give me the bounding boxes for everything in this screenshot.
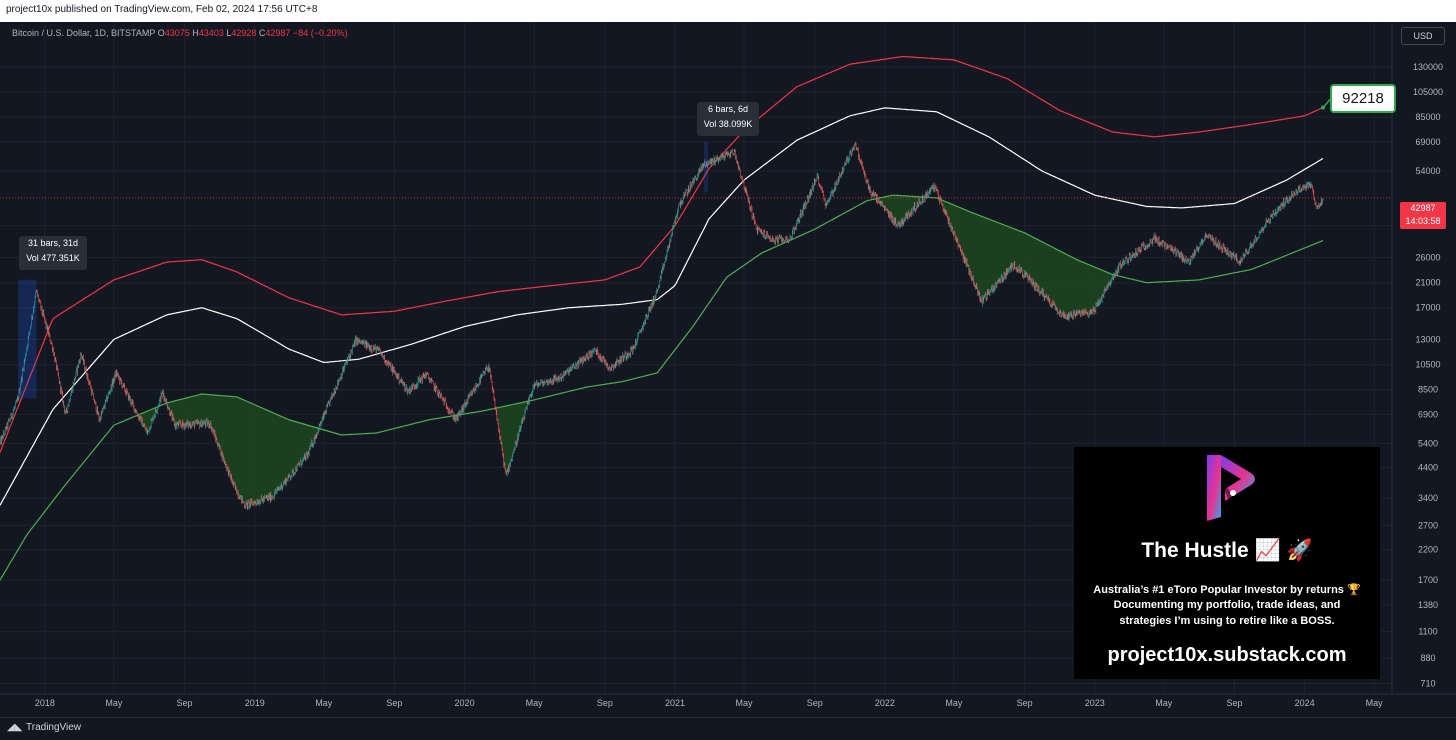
time-tick-label: May bbox=[1366, 698, 1384, 708]
price-tick-label: 1100 bbox=[1418, 627, 1437, 637]
upper-band-line bbox=[0, 56, 1324, 453]
low-label: L bbox=[226, 28, 232, 38]
price-axis-background bbox=[1392, 22, 1456, 717]
price-tick-label: 4400 bbox=[1418, 463, 1438, 473]
currency-button[interactable]: USD bbox=[1401, 27, 1445, 45]
price-tick-label: 8500 bbox=[1418, 385, 1438, 395]
price-tick-label: 710 bbox=[1420, 679, 1435, 689]
candles bbox=[0, 141, 1324, 510]
tooltip-range-1: 31 bars, 31d Vol 477.351K bbox=[19, 236, 87, 270]
price-tick-label: 54000 bbox=[1415, 166, 1440, 176]
price-tick-label: 26000 bbox=[1415, 252, 1440, 262]
target-point bbox=[1321, 105, 1326, 110]
price-tick-label: 85000 bbox=[1415, 112, 1440, 122]
time-axis: 2018 May Sep 2019 May Sep 2020 May Sep 2021 May Sep… bbox=[0, 693, 1456, 708]
price-tick-label: 10500 bbox=[1415, 360, 1440, 370]
time-tick-label: 2019 bbox=[245, 698, 265, 708]
time-tick-label: 2020 bbox=[455, 698, 475, 708]
footer-bar: ◢◣ TradingView bbox=[0, 717, 1456, 740]
published-text: project10x published on TradingView.com,… bbox=[6, 4, 318, 15]
price-tick-label: 1700 bbox=[1418, 575, 1438, 585]
price-tick-label: 130000 bbox=[1413, 62, 1443, 72]
close-value: 42987 bbox=[265, 28, 291, 38]
price-chart[interactable]: 710 880 1100 1380 1700 2200 2700 3400 4400 5400 69… bbox=[0, 22, 1456, 717]
promo-line-1: Australia’s #1 eToro Popular Investor by… bbox=[1093, 584, 1361, 596]
high-value: 43403 bbox=[198, 28, 224, 38]
lower-band-line bbox=[0, 194, 1324, 581]
promo-banner: The Hustle 📈 🚀 Australia’s #1 eToro Popu… bbox=[1074, 447, 1380, 679]
promo-url[interactable]: project10x.substack.com bbox=[1107, 644, 1347, 666]
price-tick-label: 13000 bbox=[1415, 334, 1440, 344]
time-tick-label: 2024 bbox=[1295, 698, 1315, 708]
time-tick-label: May bbox=[945, 698, 963, 708]
bands bbox=[0, 56, 1324, 581]
hustle-logo-icon bbox=[1207, 455, 1255, 521]
open-label: O bbox=[157, 28, 165, 38]
promo-line-2: Documenting my portfolio, trade ideas, a… bbox=[1113, 599, 1341, 611]
time-tick-label: Sep bbox=[1226, 698, 1242, 708]
open-value: 43075 bbox=[164, 28, 190, 38]
last-price-badge: 42987 14:03:58 bbox=[1400, 202, 1446, 229]
symbol-legend: Bitcoin / U.S. Dollar, 1D, BITSTAMP O430… bbox=[12, 28, 348, 38]
last-price: 42987 bbox=[1410, 203, 1436, 213]
tradingview-brand: TradingView bbox=[26, 722, 82, 733]
tooltip-bars: 6 bars, 6d bbox=[707, 104, 749, 114]
time-tick-label: May bbox=[736, 698, 754, 708]
change-value: −84 (−0.20%) bbox=[292, 28, 348, 38]
time-tick-label: 2018 bbox=[35, 698, 55, 708]
time-tick-label: May bbox=[105, 698, 123, 708]
published-header: project10x published on TradingView.com,… bbox=[0, 0, 1456, 22]
middle-band-line bbox=[0, 107, 1324, 506]
high-label: H bbox=[192, 28, 199, 38]
time-tick-label: 2022 bbox=[875, 698, 895, 708]
selected-range-highlight bbox=[18, 279, 37, 399]
price-tick-label: 880 bbox=[1420, 653, 1435, 663]
overlays bbox=[0, 87, 1392, 399]
time-tick-label: May bbox=[315, 698, 333, 708]
time-tick-label: 2023 bbox=[1085, 698, 1105, 708]
time-tick-label: Sep bbox=[597, 698, 613, 708]
below-band-fill bbox=[877, 195, 924, 226]
price-tick-label: 17000 bbox=[1415, 303, 1440, 313]
promo-title: The Hustle 📈 🚀 bbox=[1141, 539, 1313, 562]
symbol-name: Bitcoin / U.S. Dollar, 1D, BITSTAMP bbox=[12, 28, 156, 38]
price-tick-label: 21000 bbox=[1415, 278, 1440, 288]
price-tick-label: 105000 bbox=[1413, 87, 1443, 97]
tradingview-logo-icon: ◢◣ bbox=[7, 722, 23, 733]
tooltip-volume: Vol 477.351K bbox=[26, 253, 80, 263]
selected-range-highlight bbox=[704, 141, 709, 193]
band-fills bbox=[138, 195, 1115, 506]
time-tick-label: May bbox=[526, 698, 544, 708]
below-band-fill bbox=[940, 199, 1115, 317]
tooltip-volume: Vol 38.099K bbox=[703, 119, 753, 129]
tooltip-bars: 31 bars, 31d bbox=[27, 238, 79, 248]
price-tick-label: 5400 bbox=[1418, 438, 1438, 448]
price-tick-label: 1380 bbox=[1418, 600, 1438, 610]
tooltip-range-2: 6 bars, 6d Vol 38.099K bbox=[697, 102, 759, 136]
below-band-fill bbox=[166, 394, 319, 506]
bar-countdown: 14:03:58 bbox=[1405, 216, 1441, 226]
low-value: 42928 bbox=[231, 28, 257, 38]
time-tick-label: 2021 bbox=[665, 698, 685, 708]
price-tick-label: 2700 bbox=[1418, 520, 1438, 530]
time-tick-label: May bbox=[1155, 698, 1173, 708]
price-tick-label: 69000 bbox=[1415, 137, 1440, 147]
time-tick-label: Sep bbox=[1017, 698, 1033, 708]
price-tick-label: 3400 bbox=[1418, 493, 1438, 503]
price-axis: 710 880 1100 1380 1700 2200 2700 3400 4400 5400 69… bbox=[1391, 22, 1456, 717]
promo-line-3: strategies I’m using to retire like a BO… bbox=[1119, 615, 1335, 627]
price-tick-label: 6900 bbox=[1418, 409, 1438, 419]
time-tick-label: Sep bbox=[807, 698, 823, 708]
chart-area[interactable]: 710 880 1100 1380 1700 2200 2700 3400 4400 5400 69… bbox=[0, 22, 1456, 717]
time-tick-label: Sep bbox=[177, 698, 193, 708]
close-label: C bbox=[258, 28, 266, 38]
time-tick-label: Sep bbox=[386, 698, 402, 708]
price-tick-label: 2200 bbox=[1418, 545, 1438, 555]
target-price-label: 92218 bbox=[1330, 84, 1396, 113]
